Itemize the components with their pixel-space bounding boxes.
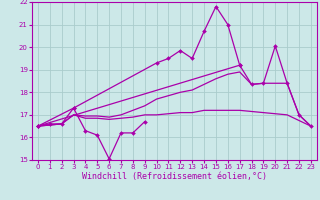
X-axis label: Windchill (Refroidissement éolien,°C): Windchill (Refroidissement éolien,°C) [82, 172, 267, 181]
